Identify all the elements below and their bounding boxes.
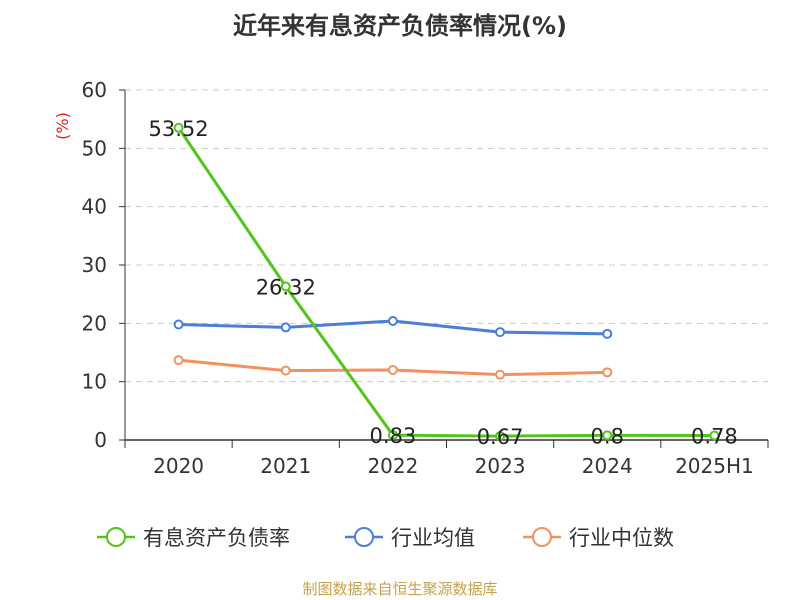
- data-point[interactable]: [280, 365, 291, 376]
- data-labels: 53.52 26.32 0.83 0.67 0.8 0.78: [149, 117, 738, 449]
- data-point[interactable]: [173, 319, 184, 330]
- series-lines: [173, 122, 720, 442]
- data-point[interactable]: [495, 327, 506, 338]
- data-label: 53.52: [149, 117, 209, 141]
- data-point[interactable]: [602, 328, 613, 339]
- x-tick-label: 2023: [475, 454, 526, 478]
- data-point[interactable]: [387, 316, 398, 326]
- legend[interactable]: 有息资产负债率 行业均值 行业中位数: [97, 526, 674, 550]
- legend-marker: [106, 527, 126, 547]
- x-tick-label: 2025H1: [675, 454, 754, 478]
- data-label: 0.67: [477, 425, 524, 449]
- data-point[interactable]: [709, 430, 720, 441]
- data-point[interactable]: [602, 430, 613, 441]
- data-point[interactable]: [387, 365, 398, 375]
- y-tick-label: 20: [82, 311, 107, 335]
- legend-item[interactable]: 有息资产负债率: [97, 526, 290, 550]
- series-line-0: [177, 126, 715, 438]
- y-tick-label: 30: [82, 253, 107, 277]
- data-label: 0.78: [691, 424, 738, 448]
- data-label: 26.32: [256, 275, 316, 299]
- data-point[interactable]: [602, 367, 613, 378]
- legend-marker: [354, 527, 374, 547]
- data-point[interactable]: [495, 369, 506, 380]
- data-label: 0.83: [370, 424, 417, 448]
- source-note: 制图数据来自恒生聚源数据库: [302, 580, 498, 598]
- legend-marker: [532, 527, 552, 547]
- axes: 0 10 20 30 40 50 60 (%) 2020 2021 2022 2023 2024 2025…: [53, 78, 769, 478]
- data-point[interactable]: [280, 322, 291, 333]
- legend-label: 行业均值: [391, 526, 475, 550]
- y-tick-label: 60: [82, 78, 107, 102]
- x-tick-label: 2021: [260, 454, 311, 478]
- data-point[interactable]: [280, 281, 291, 292]
- y-tick-label: 10: [82, 370, 107, 394]
- data-point[interactable]: [387, 430, 398, 441]
- data-point[interactable]: [495, 431, 506, 442]
- x-tick-label: 2020: [153, 454, 204, 478]
- grid-lines: [125, 89, 768, 383]
- x-tick-label: 2022: [367, 454, 418, 478]
- y-tick-label: 40: [82, 195, 107, 219]
- data-label: 0.8: [591, 424, 624, 448]
- legend-label: 有息资产负债率: [143, 526, 290, 550]
- y-tick-label: 50: [82, 136, 107, 160]
- legend-item[interactable]: 行业中位数: [523, 526, 674, 550]
- data-point[interactable]: [173, 355, 184, 366]
- data-point[interactable]: [173, 122, 184, 133]
- chart-title: 近年来有息资产负债率情况(%): [233, 12, 567, 40]
- y-tick-label: 0: [94, 428, 107, 452]
- y-axis-label: (%): [53, 112, 72, 140]
- x-tick-label: 2024: [582, 454, 633, 478]
- legend-item[interactable]: 行业均值: [345, 526, 475, 550]
- legend-label: 行业中位数: [569, 526, 674, 550]
